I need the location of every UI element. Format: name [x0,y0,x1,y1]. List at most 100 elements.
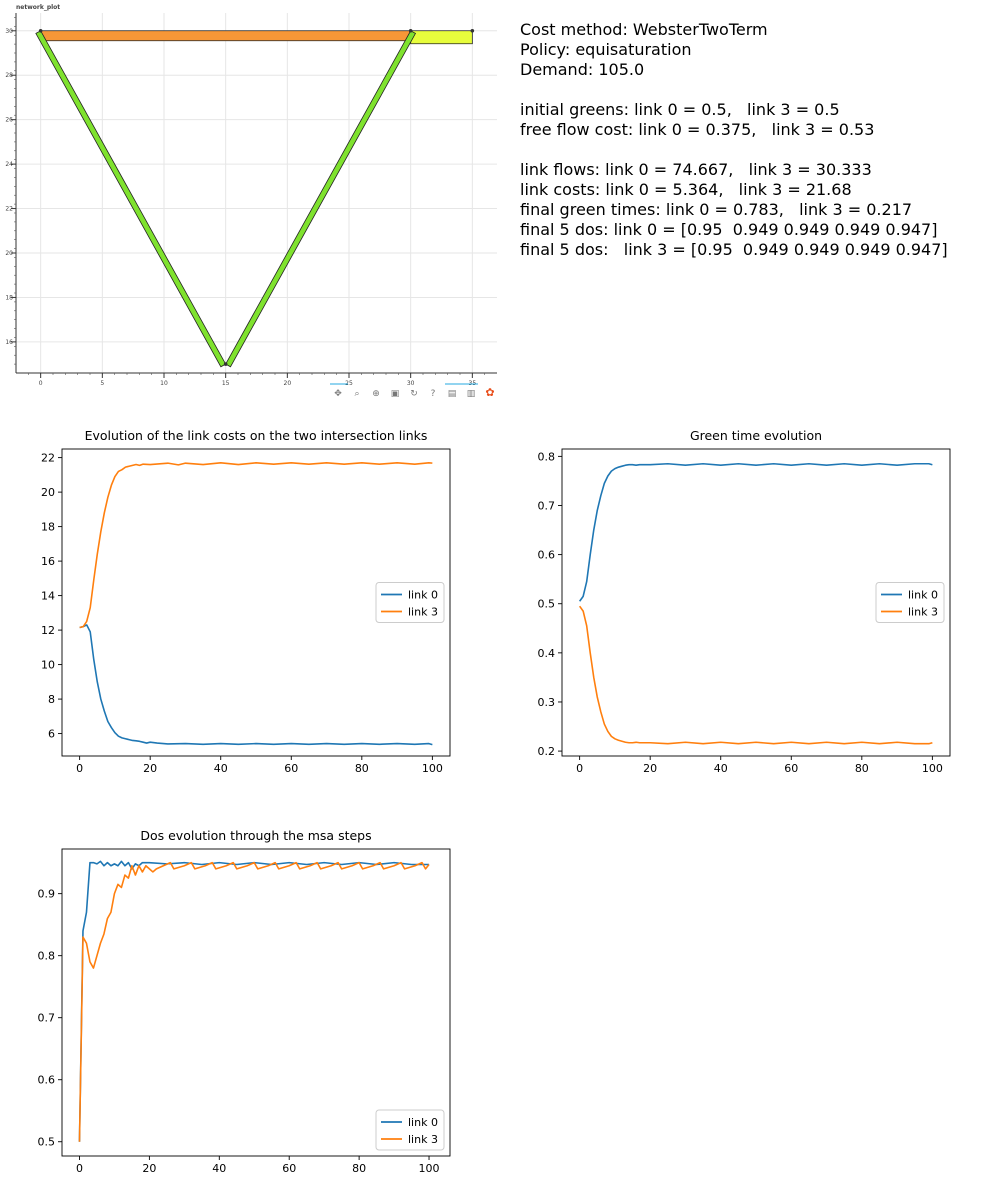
hover-tool-icon[interactable]: ▤ [448,389,457,399]
network-x-tick-label: 0 [39,380,43,387]
results-summary: Cost method: WebsterTwoTerm Policy: equis… [520,20,990,260]
y-tick-label: 0.9 [38,888,56,901]
network-y-tick-label: 18 [5,294,13,301]
network-y-tick-label: 24 [5,161,13,168]
y-tick-label: 0.4 [538,647,556,660]
summary-line: free flow cost: link 0 = 0.375, link 3 =… [520,120,875,139]
plot-frame [61,448,451,757]
summary-line: link costs: link 0 = 5.364, link 3 = 21.… [520,180,852,199]
x-tick-label: 60 [282,1162,296,1175]
x-tick-label: 60 [784,762,798,775]
y-tick-label: 6 [48,728,55,741]
x-tick-label: 100 [419,1162,440,1175]
x-tick-label: 80 [855,762,869,775]
x-tick-label: 100 [922,762,943,775]
y-tick-label: 0.8 [538,450,556,463]
x-tick-label: 20 [643,762,657,775]
summary-line: final 5 dos: link 0 = [0.95 0.949 0.949 … [520,220,938,239]
y-tick-label: 0.6 [38,1074,56,1087]
series-line-link-0 [78,860,430,1142]
summary-spacer [520,140,990,160]
x-tick-label: 0 [76,1162,83,1175]
legend-box [875,582,945,623]
network-node [38,28,43,33]
y-tick-label: 14 [41,590,55,603]
series-line-link-0 [578,462,933,602]
network-x-tick-label: 20 [284,380,292,387]
summary-line: final 5 dos: link 3 = [0.95 0.949 0.949 … [520,240,948,259]
network-link [225,30,417,368]
series-line-link-3 [79,462,433,629]
y-tick-label: 8 [48,693,55,706]
y-tick-label: 0.3 [538,696,556,709]
network-x-tick-label: 5 [100,380,104,387]
network-plot: network_plot0510152025303516182022242628… [5,4,497,399]
x-tick-label: 40 [714,762,728,775]
x-tick-label: 0 [76,762,83,775]
y-tick-label: 0.8 [38,950,56,963]
green-time-chart: Green time evolution 0 20 40 60 80 100 0.2 0.3 0.… [538,428,951,775]
y-tick-label: 0.7 [38,1012,56,1025]
x-tick-label: 20 [142,1162,156,1175]
y-tick-label: 0.6 [538,549,556,562]
network-x-tick-label: 30 [407,380,415,387]
network-node [223,362,228,366]
box-zoom-tool-icon[interactable]: ⌕ [354,389,359,399]
legend-box [375,582,445,623]
network-plot-panel: network_plot0510152025303516182022242628… [0,0,505,405]
reset-tool-icon[interactable]: ↻ [410,389,418,399]
x-tick-label: 40 [212,1162,226,1175]
series-line-link-0 [79,624,433,746]
network-y-tick-label: 22 [5,206,13,213]
network-x-tick-label: 25 [345,380,353,387]
series-line-link-3 [578,605,933,745]
tap-tool-icon[interactable]: ▥ [467,389,476,399]
summary-line: link flows: link 0 = 74.667, link 3 = 30… [520,160,872,179]
save-tool-icon[interactable]: ▣ [391,389,400,399]
y-tick-label: 0.5 [538,598,556,611]
y-tick-label: 0.5 [38,1136,56,1149]
green-time-chart-panel: Green time evolution 0 20 40 60 80 100 0.2 0.3 0.… [500,420,980,780]
series-line-link-3 [78,861,430,1142]
summary-line: Cost method: WebsterTwoTerm [520,20,768,39]
network-plot-title: network_plot [16,4,60,11]
legend-label: link 3 [408,606,438,619]
x-tick-label: 100 [422,762,443,775]
network-x-tick-label: 15 [222,380,230,387]
y-tick-label: 16 [41,555,55,568]
x-tick-label: 0 [576,762,583,775]
pan-tool-icon[interactable]: ✥ [334,389,342,399]
link-costs-chart: Evolution of the link costs on the two i… [41,428,451,775]
network-y-tick-label: 26 [5,117,13,124]
summary-line: Policy: equisaturation [520,40,692,59]
help-tool-icon[interactable]: ? [431,389,436,399]
network-y-tick-label: 20 [5,250,13,257]
network-node [470,28,475,33]
y-tick-label: 0.2 [538,745,556,758]
y-tick-label: 20 [41,486,55,499]
network-y-tick-label: 16 [5,339,13,346]
legend-box [375,1109,445,1151]
summary-line: initial greens: link 0 = 0.5, link 3 = 0… [520,100,840,119]
bokeh-logo-icon[interactable]: ✿ [485,386,494,399]
plot-frame [561,448,951,757]
network-link [40,30,412,42]
legend-label: link 0 [408,1116,438,1129]
summary-line: Demand: 105.0 [520,60,645,79]
x-tick-label: 20 [143,762,157,775]
chart-title: Green time evolution [690,428,822,443]
network-y-tick-label: 28 [5,72,13,79]
chart-title: Dos evolution through the msa steps [140,828,371,843]
summary-spacer [520,80,990,100]
dos-chart: Dos evolution through the msa steps 0 20 40… [38,828,451,1175]
legend-label: link 0 [408,589,438,602]
legend-label: link 3 [408,1133,438,1146]
dos-chart-panel: Dos evolution through the msa steps 0 20 40… [0,820,480,1180]
summary-line: final green times: link 0 = 0.783, link … [520,200,913,219]
legend-label: link 0 [908,589,938,602]
x-tick-label: 60 [284,762,298,775]
wheel-zoom-tool-icon[interactable]: ⊕ [372,389,380,399]
chart-title: Evolution of the link costs on the two i… [85,428,428,443]
x-tick-label: 80 [352,1162,366,1175]
network-node [408,28,413,33]
